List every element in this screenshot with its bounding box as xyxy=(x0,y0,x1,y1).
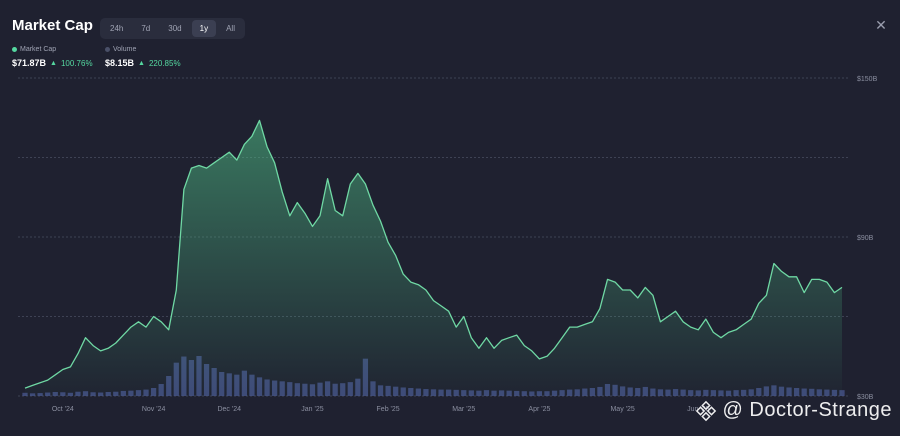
volume-label: Volume xyxy=(113,46,137,53)
up-arrow-icon: ▲ xyxy=(50,59,57,67)
market-cap-metric: Market Cap $71.87B ▲ 100.76% xyxy=(12,46,93,68)
market-cap-value: $71.87B xyxy=(12,58,47,68)
range-tab-30d[interactable]: 30d xyxy=(168,24,182,33)
x-tick-label: Jan '25 xyxy=(301,406,323,413)
market-cap-legend-dot xyxy=(12,47,17,52)
volume-legend-dot xyxy=(105,47,110,52)
watermark-text: @ Doctor-Strange xyxy=(722,399,892,421)
range-tab-7d[interactable]: 7d xyxy=(141,24,151,33)
y-tick-label: $30B xyxy=(857,394,874,401)
y-tick-label: $150B xyxy=(857,76,878,83)
x-tick-label: Oct '24 xyxy=(52,406,74,413)
volume-metric: Volume $8.15B ▲ 220.85% xyxy=(105,46,181,68)
range-tab-1y[interactable]: 1y xyxy=(191,20,217,37)
range-tab-24h[interactable]: 24h xyxy=(110,24,124,33)
x-tick-label: Mar '25 xyxy=(452,406,475,413)
up-arrow-icon: ▲ xyxy=(138,59,145,67)
x-tick-label: Apr '25 xyxy=(528,406,550,413)
market-cap-area xyxy=(25,120,842,397)
volume-change: 220.85% xyxy=(148,58,181,68)
binance-logo-icon xyxy=(695,400,716,421)
watermark: @ Doctor-Strange xyxy=(695,399,892,422)
close-icon[interactable]: ✕ xyxy=(875,17,887,33)
page-title: Market Cap xyxy=(12,17,93,34)
time-range-tabs: 24h 7d 30d 1y All xyxy=(100,18,245,39)
market-cap-label: Market Cap xyxy=(20,46,57,53)
market-cap-line xyxy=(24,119,843,389)
range-tab-all[interactable]: All xyxy=(226,24,235,33)
y-tick-label: $90B xyxy=(857,235,874,242)
x-tick-label: Nov '24 xyxy=(142,406,166,413)
volume-value: $8.15B xyxy=(105,58,135,68)
x-tick-label: Dec '24 xyxy=(217,406,241,413)
market-cap-change: 100.76% xyxy=(60,58,93,68)
x-tick-label: Feb '25 xyxy=(377,406,400,413)
x-tick-label: May '25 xyxy=(610,406,634,413)
